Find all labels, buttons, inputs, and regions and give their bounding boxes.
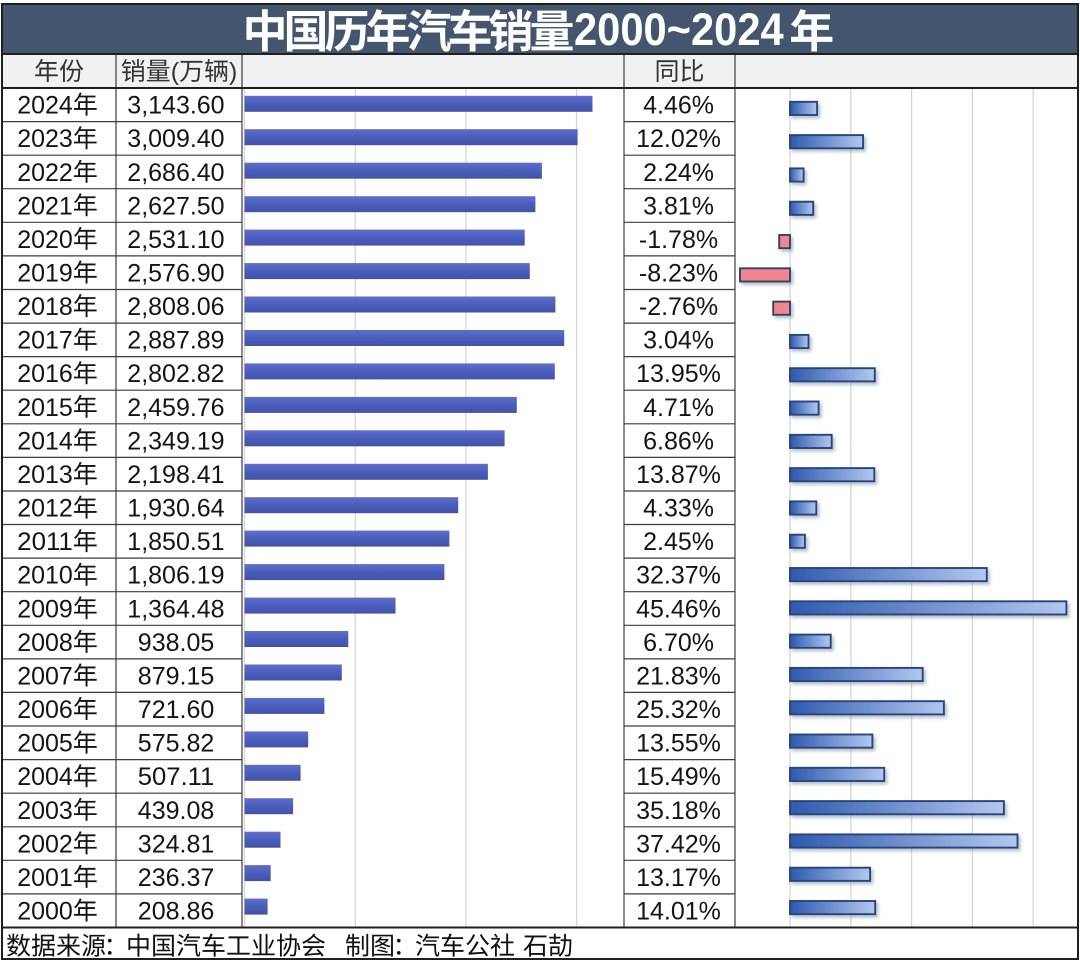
svg-text:15.49%: 15.49%: [636, 763, 721, 791]
svg-text:2008: 2008: [17, 629, 73, 657]
svg-text:-2.76%: -2.76%: [639, 293, 718, 321]
svg-text:21.83%: 21.83%: [636, 663, 721, 691]
svg-text:2,531.10: 2,531.10: [127, 226, 224, 254]
svg-text:236.37: 236.37: [138, 864, 215, 892]
svg-text:721.60: 721.60: [138, 696, 215, 724]
svg-text:2016: 2016: [17, 360, 73, 388]
svg-text:2004: 2004: [17, 763, 73, 791]
svg-text:1,364.48: 1,364.48: [127, 595, 224, 623]
svg-text:2000~2024: 2000~2024: [574, 4, 784, 55]
svg-text:3.04%: 3.04%: [643, 327, 714, 355]
svg-text:2014: 2014: [17, 427, 73, 455]
svg-text:2023: 2023: [17, 125, 73, 153]
svg-text:2018: 2018: [17, 293, 73, 321]
svg-text:2011: 2011: [17, 528, 73, 556]
svg-text:): ): [229, 58, 237, 86]
svg-text:32.37%: 32.37%: [636, 562, 721, 590]
svg-text:2,887.89: 2,887.89: [127, 327, 224, 355]
svg-text:4.71%: 4.71%: [643, 394, 714, 422]
svg-text:2020: 2020: [17, 226, 73, 254]
svg-text:2007: 2007: [17, 663, 73, 691]
svg-text:6.86%: 6.86%: [643, 427, 714, 455]
svg-text:3,143.60: 3,143.60: [127, 92, 224, 120]
svg-text:2,802.82: 2,802.82: [127, 360, 224, 388]
svg-text:3.81%: 3.81%: [643, 192, 714, 220]
svg-text:208.86: 208.86: [138, 898, 215, 926]
svg-text:13.95%: 13.95%: [636, 360, 721, 388]
svg-text:2019: 2019: [17, 260, 73, 288]
svg-text:35.18%: 35.18%: [636, 797, 721, 825]
svg-text:4.46%: 4.46%: [643, 92, 714, 120]
svg-text:2017: 2017: [17, 327, 73, 355]
svg-text:45.46%: 45.46%: [636, 595, 721, 623]
svg-text:2,459.76: 2,459.76: [127, 394, 224, 422]
svg-text:2,198.41: 2,198.41: [127, 461, 224, 489]
svg-text:1,850.51: 1,850.51: [127, 528, 224, 556]
svg-text:2,349.19: 2,349.19: [127, 427, 224, 455]
svg-text:13.55%: 13.55%: [636, 730, 721, 758]
svg-text:879.15: 879.15: [138, 663, 215, 691]
svg-text:2012: 2012: [17, 495, 73, 523]
svg-text:2006: 2006: [17, 696, 73, 724]
svg-text:938.05: 938.05: [138, 629, 215, 657]
svg-text:-8.23%: -8.23%: [639, 260, 718, 288]
svg-text:575.82: 575.82: [138, 730, 215, 758]
svg-text:439.08: 439.08: [138, 797, 215, 825]
svg-text:1,806.19: 1,806.19: [127, 562, 224, 590]
svg-text:2001: 2001: [17, 864, 73, 892]
svg-text:2000: 2000: [17, 898, 73, 926]
svg-text:3,009.40: 3,009.40: [127, 125, 224, 153]
svg-text:2009: 2009: [17, 595, 73, 623]
svg-text:2024: 2024: [17, 92, 73, 120]
svg-text:37.42%: 37.42%: [636, 830, 721, 858]
svg-text:2,576.90: 2,576.90: [127, 260, 224, 288]
svg-text:2022: 2022: [17, 159, 73, 187]
svg-text:2,627.50: 2,627.50: [127, 192, 224, 220]
svg-text:2,808.06: 2,808.06: [127, 293, 224, 321]
svg-text:507.11: 507.11: [138, 763, 215, 791]
svg-text:6.70%: 6.70%: [643, 629, 714, 657]
svg-text:(: (: [171, 58, 180, 86]
svg-text:25.32%: 25.32%: [636, 696, 721, 724]
svg-text:324.81: 324.81: [138, 830, 215, 858]
svg-text:2002: 2002: [17, 830, 73, 858]
svg-text:2.45%: 2.45%: [643, 528, 714, 556]
svg-text:14.01%: 14.01%: [636, 898, 721, 926]
svg-text:2015: 2015: [17, 394, 73, 422]
svg-text:-1.78%: -1.78%: [639, 226, 718, 254]
svg-text:2003: 2003: [17, 797, 73, 825]
svg-text:13.87%: 13.87%: [636, 461, 721, 489]
svg-text:2010: 2010: [17, 562, 73, 590]
svg-text:1,930.64: 1,930.64: [127, 495, 224, 523]
svg-text:12.02%: 12.02%: [636, 125, 721, 153]
svg-text:2.24%: 2.24%: [643, 159, 714, 187]
svg-text:4.33%: 4.33%: [643, 495, 714, 523]
svg-text:2021: 2021: [17, 192, 73, 220]
svg-text:2013: 2013: [17, 461, 73, 489]
svg-text:2,686.40: 2,686.40: [127, 159, 224, 187]
svg-text:2005: 2005: [17, 730, 73, 758]
svg-text:13.17%: 13.17%: [636, 864, 721, 892]
